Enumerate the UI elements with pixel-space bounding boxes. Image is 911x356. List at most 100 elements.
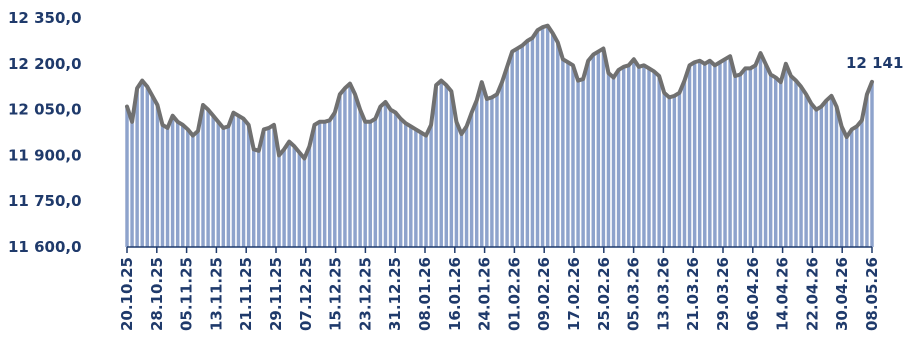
bar xyxy=(140,80,144,247)
bar xyxy=(606,72,611,248)
bar xyxy=(581,79,585,247)
bar xyxy=(667,97,672,247)
y-tick-label: 12 200,0 xyxy=(8,55,82,73)
bar xyxy=(621,66,626,247)
bar xyxy=(145,86,149,247)
x-tick-label: 13.11.25 xyxy=(207,257,225,331)
bar xyxy=(566,62,570,247)
x-tick-label: 06.04.26 xyxy=(744,257,762,331)
bar xyxy=(196,130,200,247)
x-tick-label: 21.03.26 xyxy=(684,257,702,331)
bar xyxy=(733,76,737,247)
bar xyxy=(343,88,347,247)
bar xyxy=(687,65,692,247)
bar xyxy=(799,86,803,247)
bar xyxy=(556,42,560,248)
bar xyxy=(824,100,829,247)
series-line xyxy=(125,23,874,161)
bar xyxy=(632,59,636,247)
bar xyxy=(221,127,226,247)
bar xyxy=(505,66,509,247)
bar xyxy=(708,60,712,247)
bar xyxy=(307,146,312,247)
bar xyxy=(257,150,261,247)
x-tick-label: 01.02.26 xyxy=(505,257,523,331)
bar xyxy=(601,48,606,247)
bar xyxy=(251,149,256,247)
bar xyxy=(414,129,418,247)
x-tick-label: 30.04.26 xyxy=(833,257,851,331)
bar xyxy=(586,60,590,247)
bar xyxy=(561,59,565,247)
x-tick-label: 09.02.26 xyxy=(535,257,553,331)
bar xyxy=(378,106,383,247)
x-tick-label: 05.11.25 xyxy=(178,257,196,331)
bar xyxy=(743,68,748,247)
bar xyxy=(480,82,484,248)
bar xyxy=(495,94,499,247)
bar xyxy=(540,27,545,247)
bar xyxy=(814,109,818,247)
y-tick-label: 12 050,0 xyxy=(8,101,82,119)
bar xyxy=(819,106,824,247)
bar xyxy=(201,105,205,248)
bar xyxy=(723,59,727,247)
bar xyxy=(328,120,332,247)
bar xyxy=(449,91,454,247)
y-tick-label: 11 750,0 xyxy=(8,192,82,210)
x-tick-label: 20.10.25 xyxy=(118,257,136,331)
x-tick-label: 13.03.26 xyxy=(654,257,672,331)
bar xyxy=(779,82,783,248)
bar xyxy=(322,121,327,247)
bar xyxy=(368,121,372,247)
bar xyxy=(870,81,874,247)
x-tick-label: 16.01.26 xyxy=(446,257,464,331)
bar xyxy=(262,129,266,247)
bar xyxy=(170,115,175,248)
bar xyxy=(672,95,677,247)
bar xyxy=(855,126,859,247)
bar xyxy=(312,124,317,247)
x-axis-ticks xyxy=(126,247,873,253)
bar xyxy=(535,30,540,248)
bar xyxy=(804,94,808,247)
bar xyxy=(642,65,646,247)
x-tick-label: 24.01.26 xyxy=(476,257,494,331)
bar xyxy=(297,152,302,247)
x-tick-label: 14.04.26 xyxy=(774,257,792,331)
bar xyxy=(611,77,616,247)
bar xyxy=(358,109,362,247)
bar xyxy=(677,92,682,247)
bar xyxy=(135,88,139,247)
bar xyxy=(753,65,758,247)
bar xyxy=(485,98,489,247)
x-tick-label: 21.11.25 xyxy=(237,257,255,331)
bar xyxy=(865,94,869,247)
y-axis-labels: 11 600,0 11 750,0 11 900,0 12 050,0 12 200,0… xyxy=(8,9,82,256)
bar xyxy=(272,124,276,247)
bar xyxy=(317,121,322,247)
bar xyxy=(429,124,433,247)
bar xyxy=(292,146,296,247)
bar xyxy=(287,141,291,247)
x-tick-label: 15.12.25 xyxy=(327,257,345,331)
bar xyxy=(490,97,494,247)
bar xyxy=(409,126,413,247)
bar xyxy=(758,53,763,247)
bar xyxy=(246,124,251,247)
bar xyxy=(571,65,575,247)
bar xyxy=(692,62,697,247)
bar xyxy=(474,100,479,247)
bar xyxy=(353,94,357,247)
last-value-label: 12 141 xyxy=(846,54,903,72)
bar xyxy=(768,74,773,248)
bar xyxy=(338,94,342,247)
bar xyxy=(388,109,393,247)
bar xyxy=(267,127,271,247)
bar xyxy=(160,124,165,247)
bar xyxy=(789,76,793,247)
bar xyxy=(738,74,742,248)
bar xyxy=(236,115,241,248)
bar xyxy=(241,118,246,247)
